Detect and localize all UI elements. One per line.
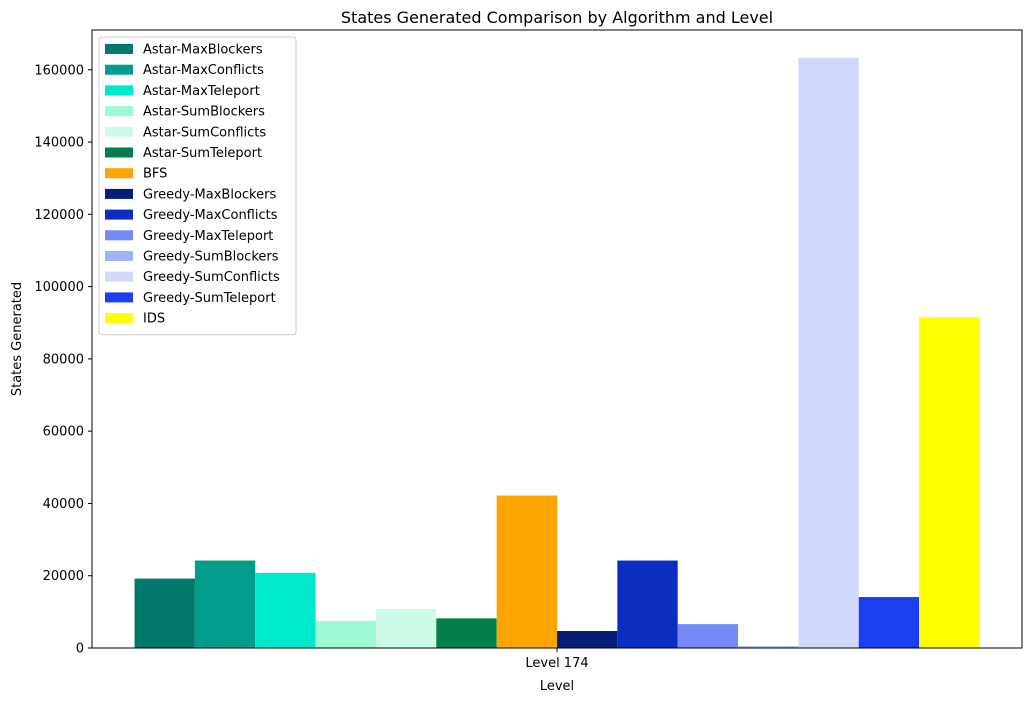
bar-astar-maxteleport (255, 572, 316, 648)
legend: Astar-MaxBlockers Astar-MaxConflicts Astar… (98, 36, 297, 336)
legend-label: Astar-MaxConflicts (143, 63, 264, 78)
legend-swatch (105, 106, 133, 117)
legend-label: Astar-SumTeleport (143, 146, 262, 161)
legend-swatch (105, 230, 133, 241)
bar-bfs (496, 495, 557, 648)
legend-label: Astar-MaxTeleport (143, 84, 260, 99)
legend-label: Greedy-MaxConflicts (143, 208, 278, 223)
legend-label: Astar-SumConflicts (143, 125, 266, 140)
x-axis: Level 174 (525, 648, 589, 671)
legend-swatch (105, 251, 133, 261)
legend-swatch (105, 64, 133, 75)
legend-label: Greedy-SumTeleport (143, 291, 276, 306)
y-tick-label: 40000 (43, 497, 84, 512)
legend-label: Greedy-MaxTeleport (143, 229, 273, 244)
legend-swatch (105, 85, 133, 96)
bar-greedy-sumblockers (738, 646, 799, 648)
bar-greedy-maxconflicts (617, 560, 678, 648)
y-tick-label: 20000 (43, 569, 84, 584)
y-tick-label: 0 (76, 642, 84, 657)
bar-astar-sumblockers (315, 620, 376, 648)
legend-swatch (105, 44, 133, 54)
legend-swatch (105, 209, 133, 220)
legend-label: Astar-MaxBlockers (143, 43, 263, 58)
y-tick-label: 100000 (34, 280, 84, 295)
x-tick-label: Level 174 (525, 656, 588, 671)
bar-greedy-sumconflicts (798, 57, 859, 648)
legend-label: Astar-SumBlockers (143, 105, 265, 120)
bar-astar-sumconflicts (375, 608, 437, 648)
legend-label: Greedy-SumBlockers (143, 250, 279, 265)
legend-label: Greedy-SumConflicts (143, 270, 280, 285)
legend-swatch (105, 271, 133, 282)
bar-greedy-maxblockers (557, 631, 618, 648)
chart-title: States Generated Comparison by Algorithm… (341, 8, 773, 27)
y-tick-label: 60000 (43, 425, 84, 440)
legend-label: IDS (143, 312, 165, 327)
legend-swatch (105, 292, 133, 303)
legend-swatch (105, 168, 133, 179)
legend-swatch (105, 147, 133, 158)
y-tick-label: 160000 (34, 63, 84, 78)
y-axis: 0 20000 40000 60000 80000 100000 120000 140000 1… (34, 63, 92, 657)
bar-greedy-sumteleport (858, 597, 920, 648)
x-axis-label: Level (540, 679, 574, 694)
legend-swatch (105, 313, 133, 324)
bars-group (134, 57, 980, 648)
y-tick-label: 140000 (34, 136, 84, 151)
legend-box (98, 36, 297, 336)
bar-astar-maxconflicts (194, 560, 256, 648)
bar-astar-sumteleport (436, 618, 497, 648)
legend-label: Greedy-MaxBlockers (143, 187, 276, 202)
bar-ids (919, 317, 980, 648)
legend-swatch (105, 126, 133, 137)
bar-astar-maxblockers (134, 578, 195, 648)
legend-label: BFS (143, 167, 167, 182)
bar-greedy-maxteleport (677, 624, 739, 648)
legend-swatch (105, 188, 133, 199)
y-tick-label: 80000 (43, 352, 84, 367)
y-axis-label: States Generated (10, 282, 25, 396)
y-tick-label: 120000 (34, 208, 84, 223)
plot-frame (91, 29, 1023, 649)
